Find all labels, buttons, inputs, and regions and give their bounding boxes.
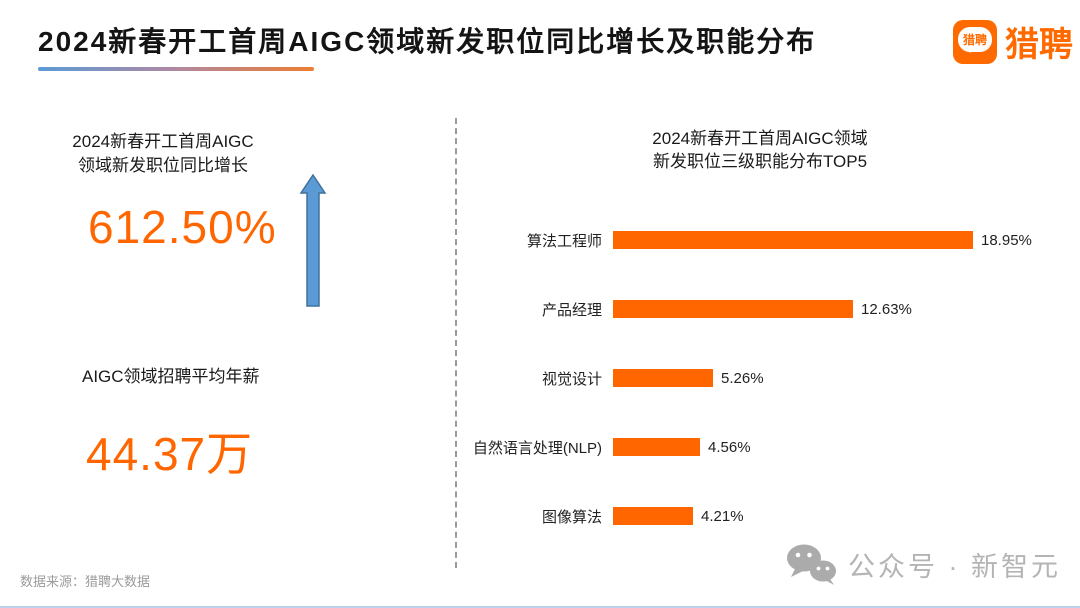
liepin-logo: 猎聘 猎聘	[953, 17, 1073, 66]
salary-stat-value: 44.37万	[86, 428, 254, 480]
watermark-text: 公众号 · 新智元	[848, 551, 1061, 582]
bar	[613, 369, 713, 387]
growth-stat-value: 612.50%	[88, 201, 277, 253]
growth-stat-title-line2: 领域新发职位同比增长	[78, 156, 248, 175]
bottom-border-line	[0, 606, 1080, 608]
up-arrow-icon	[299, 174, 327, 307]
bar-category-label: 视觉设计	[541, 370, 602, 388]
bar-category-label: 自然语言处理(NLP)	[472, 439, 602, 457]
bar	[613, 507, 693, 525]
growth-stat-title-line1: 2024新春开工首周AIGC	[72, 132, 254, 151]
bar-value-label: 12.63%	[861, 300, 912, 318]
chart-title-line2: 新发职位三级职能分布TOP5	[652, 152, 868, 171]
bar	[613, 438, 700, 456]
vertical-dashed-divider	[455, 118, 457, 568]
bar-value-label: 4.21%	[701, 507, 744, 525]
bar-category-label: 算法工程师	[526, 232, 602, 250]
bar-row: 算法工程师 18.95%	[452, 231, 1080, 250]
speech-bubble-icon: 猎聘	[958, 26, 992, 53]
bar-value-label: 4.56%	[708, 438, 751, 456]
bar	[613, 231, 973, 249]
bar	[613, 300, 853, 318]
bar-row: 自然语言处理(NLP) 4.56%	[452, 438, 1080, 457]
title-underline	[38, 67, 314, 71]
data-source-note: 数据来源：猎聘大数据	[20, 574, 151, 589]
wechat-icon	[787, 544, 836, 585]
bar-row: 视觉设计 5.26%	[452, 369, 1080, 388]
bar-value-label: 18.95%	[981, 231, 1032, 249]
salary-stat-title: AIGC领域招聘平均年薪	[82, 367, 260, 386]
bar-value-label: 5.26%	[721, 369, 764, 387]
page-title: 2024新春开工首周AIGC领域新发职位同比增长及职能分布	[38, 26, 817, 57]
chart-title: 2024新春开工首周AIGC领域 新发职位三级职能分布TOP5	[540, 127, 980, 173]
bar-row: 图像算法 4.21%	[452, 507, 1080, 526]
growth-stat-title: 2024新春开工首周AIGC 领域新发职位同比增长	[58, 130, 268, 178]
bar-category-label: 图像算法	[541, 508, 602, 526]
liepin-logo-icon: 猎聘	[953, 19, 997, 64]
bar-category-label: 产品经理	[541, 301, 602, 319]
chart-title-line1: 2024新春开工首周AIGC领域	[652, 129, 868, 148]
bar-row: 产品经理 12.63%	[452, 300, 1080, 319]
liepin-logo-text: 猎聘	[1005, 26, 1073, 64]
watermark: 公众号 · 新智元	[786, 543, 1061, 585]
